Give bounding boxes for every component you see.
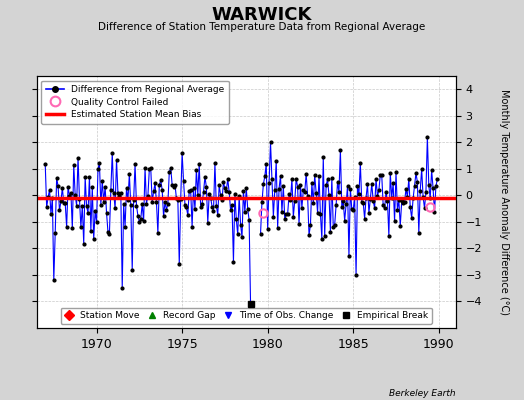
- Text: Berkeley Earth: Berkeley Earth: [389, 389, 456, 398]
- Text: Difference of Station Temperature Data from Regional Average: Difference of Station Temperature Data f…: [99, 22, 425, 32]
- Text: WARWICK: WARWICK: [212, 6, 312, 24]
- Legend: Station Move, Record Gap, Time of Obs. Change, Empirical Break: Station Move, Record Gap, Time of Obs. C…: [61, 308, 432, 324]
- Y-axis label: Monthly Temperature Anomaly Difference (°C): Monthly Temperature Anomaly Difference (…: [499, 89, 509, 315]
